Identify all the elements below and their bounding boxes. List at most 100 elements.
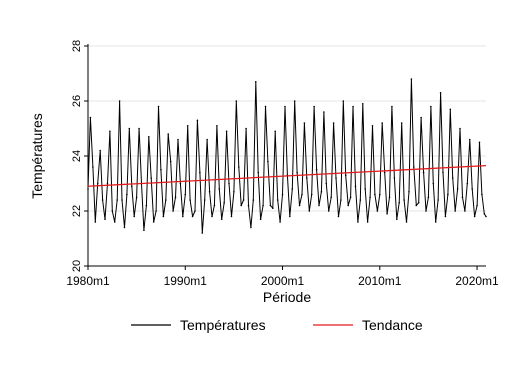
temperature-point [330,196,332,199]
temperature-point [303,122,306,124]
temperature-point [427,196,430,199]
temperature-point [359,199,362,201]
temperature-point [262,204,264,207]
temperature-point [449,108,452,111]
temperature-point [230,215,233,218]
temperature-point [94,221,97,223]
temperature-point [378,193,381,196]
temperature-point [400,122,403,124]
temperature-point [111,210,114,212]
temperature-point [296,171,298,174]
temperature-point [150,177,153,179]
temperature-point [461,196,464,199]
temperature-point [396,218,398,221]
temperature-point [225,130,228,133]
temperature-point [337,215,340,218]
temperature-point [172,210,174,212]
temperature-point [403,199,405,201]
temperature-point [444,215,447,218]
x-axis-title: Période [263,289,311,305]
legend-layer: Températures Tendance [131,317,423,333]
temperature-point [208,190,211,193]
temperature-point [481,193,483,196]
temperature-point [376,210,379,212]
temperature-point [191,215,194,218]
temperature-point [109,130,111,133]
temperature-point [383,171,386,174]
temperature-point [213,204,216,207]
temperature-point [138,127,140,130]
temperature-point [242,199,245,201]
temperature-point [374,193,376,196]
temperature-point [87,188,89,190]
temperature-point [254,80,257,83]
temperature-point [223,201,225,204]
temperature-point [169,160,172,163]
temperature-point [485,215,487,218]
temperature-point [439,91,442,94]
temperature-point [250,226,252,229]
y-axis-title: Températures [29,113,45,199]
temperature-point [165,199,167,201]
temperature-point [313,105,315,108]
y-tick-label-28: 28 [71,40,83,52]
temperature-point [478,141,481,144]
temperature-point [101,199,104,201]
temperature-point [184,193,187,196]
temperature-point [425,210,427,212]
temperature-point [118,100,121,102]
temperature-point [483,212,486,215]
x-tick-label-2010m1: 2010m1 [358,274,402,288]
temperature-point [245,127,247,130]
temperature-point [454,210,456,212]
temperature-point [276,199,279,201]
temperature-point [391,105,393,108]
temperature-point [442,171,444,174]
temperature-point [211,215,213,218]
temperature-point [186,124,189,127]
temperature-point [413,166,415,168]
temperature-point [196,119,199,122]
temperature-point [135,196,138,199]
x-tick-label-1990m1: 1990m1 [164,274,208,288]
temperature-point [121,199,123,201]
temperature-point [220,218,223,221]
temperature-point [104,218,106,221]
temperature-point [199,171,201,174]
temperature-point [133,215,135,218]
temperature-point [271,207,274,210]
temperature-point [318,204,320,207]
temperature-point [298,204,301,207]
temperature-point [182,215,184,218]
temperature-point [267,160,269,163]
temperature-point [344,174,347,177]
temperature-point [92,166,94,168]
temperature-point [228,182,230,185]
axes-layer [84,44,486,270]
temperature-point [386,212,388,215]
temperature-point [147,135,150,138]
temperature-point [99,149,101,152]
temperature-point [203,199,206,201]
temperature-point [434,221,437,223]
temperature-point [293,100,296,102]
temperature-point [106,182,109,185]
temperature-point [257,171,260,174]
temperature-point [408,190,410,193]
x-tick-label-1980m1: 1980m1 [66,274,110,288]
temperature-point [410,78,413,80]
temperature-point [145,204,148,207]
temperature-point [157,105,160,108]
temperature-point [466,182,469,185]
temperature-point [398,201,401,204]
temperature-point [306,177,308,179]
temperature-point [189,199,191,201]
temperature-point [218,188,221,190]
temperature-point [335,177,337,179]
temperature-point [279,221,281,223]
temperature-point [310,193,313,196]
temperature-point [252,199,255,201]
temperature-point [240,204,242,207]
temperature-point [417,201,420,204]
temperature-point [342,100,345,102]
